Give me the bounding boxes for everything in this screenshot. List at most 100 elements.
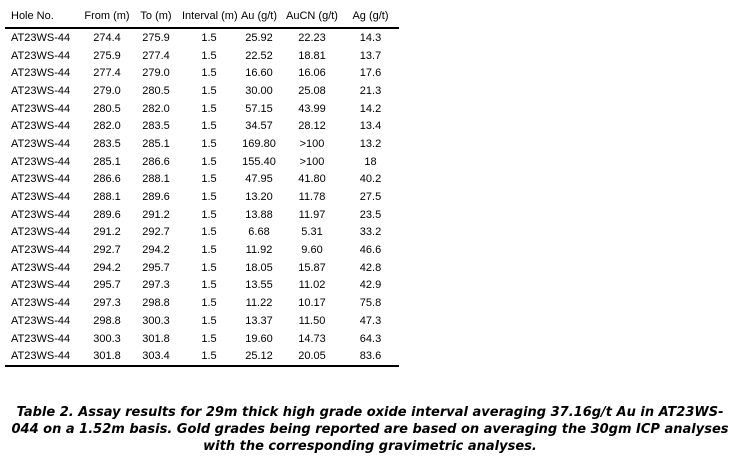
table-row: AT23WS-44 297.3 298.8 1.5 11.22 10.17 75.8: [5, 294, 399, 312]
table-cell: 288.1: [93, 191, 121, 204]
table-cell: AT23WS-44: [11, 173, 71, 186]
table-cell: 57.15: [245, 102, 273, 115]
header-row: Hole No. From (m) To (m) Interval (m) Au (g/…: [5, 2, 399, 29]
table-cell: 1.5: [201, 120, 217, 133]
table-cell: >100: [299, 155, 325, 168]
table-cell: 18.05: [245, 261, 273, 274]
table-cell: 27.5: [359, 191, 382, 204]
table-cell: 301.8: [142, 332, 170, 345]
table-cell: AT23WS-44: [11, 84, 71, 97]
table-cell: 1.5: [201, 314, 217, 327]
assay-table: Hole No. From (m) To (m) Interval (m) Au (g/…: [5, 2, 399, 368]
table-cell: 282.0: [93, 120, 121, 133]
caption-line-2: 044 on a 1.52m basis. Gold grades being …: [11, 422, 729, 437]
table-cell: 280.5: [142, 84, 170, 97]
table-row: AT23WS-44 282.0 283.5 1.5 34.57 28.12 13.4: [5, 117, 399, 135]
table-cell: 1.5: [201, 261, 217, 274]
table-cell: 18.81: [298, 49, 326, 62]
table-cell: 18: [364, 155, 377, 168]
table-cell: 285.1: [142, 137, 170, 150]
table-cell: 300.3: [93, 332, 121, 345]
table-row: AT23WS-44 298.8 300.3 1.5 13.37 11.50 47.3: [5, 312, 399, 330]
table-cell: 25.92: [245, 31, 273, 44]
table-cell: 277.4: [93, 67, 121, 80]
table-cell: AT23WS-44: [11, 261, 71, 274]
table-cell: 283.5: [93, 137, 121, 150]
column-header: Au (g/t): [236, 2, 282, 29]
table-cell: 5.31: [301, 226, 323, 239]
table-cell: AT23WS-44: [11, 67, 71, 80]
table-cell: 34.57: [245, 120, 273, 133]
table-cell: 13.4: [359, 120, 382, 133]
table-cell: AT23WS-44: [11, 102, 71, 115]
table-row: AT23WS-44 277.4 279.0 1.5 16.60 16.06 17.6: [5, 64, 399, 82]
table-row: AT23WS-44 279.0 280.5 1.5 30.00 25.08 21.3: [5, 82, 399, 100]
table-row: AT23WS-44 288.1 289.6 1.5 13.20 11.78 27.5: [5, 188, 399, 206]
table-cell: 288.1: [142, 173, 170, 186]
table-cell: 42.8: [359, 261, 382, 274]
table-cell: AT23WS-44: [11, 314, 71, 327]
table-cell: 1.5: [201, 102, 217, 115]
table-cell: 23.5: [359, 208, 382, 221]
table-cell: 1.5: [201, 84, 217, 97]
table-cell: 274.4: [93, 31, 121, 44]
table-cell: 295.7: [93, 279, 121, 292]
table-cell: AT23WS-44: [11, 279, 71, 292]
table-cell: AT23WS-44: [11, 120, 71, 133]
table-cell: AT23WS-44: [11, 226, 71, 239]
table-cell: 294.2: [93, 261, 121, 274]
table-cell: 1.5: [201, 31, 217, 44]
table-cell: 17.6: [359, 67, 382, 80]
table-cell: 298.8: [93, 314, 121, 327]
column-header: From (m): [84, 2, 130, 29]
table-cell: 1.5: [201, 137, 217, 150]
table-cell: 13.7: [359, 49, 382, 62]
table-row: AT23WS-44 280.5 282.0 1.5 57.15 43.99 14.2: [5, 100, 399, 118]
table-cell: 289.6: [93, 208, 121, 221]
table-cell: 14.73: [298, 332, 326, 345]
table-cell: 15.87: [298, 261, 326, 274]
table-cell: 292.7: [93, 244, 121, 257]
table-cell: 47.3: [359, 314, 382, 327]
table-cell: 279.0: [93, 84, 121, 97]
table-row: AT23WS-44 286.6 288.1 1.5 47.95 41.80 40.2: [5, 171, 399, 189]
table-cell: 41.80: [298, 173, 326, 186]
table-cell: AT23WS-44: [11, 137, 71, 150]
table-cell: 64.3: [359, 332, 382, 345]
table-cell: 16.60: [245, 67, 273, 80]
table-cell: 295.7: [142, 261, 170, 274]
table-cell: 47.95: [245, 173, 273, 186]
table-cell: 11.02: [298, 279, 326, 292]
table-row: AT23WS-44 295.7 297.3 1.5 13.55 11.02 42.9: [5, 277, 399, 295]
table-cell: AT23WS-44: [5, 347, 84, 368]
table-cell: 277.4: [142, 49, 170, 62]
caption-line-1: Table 2. Assay results for 29m thick hig…: [16, 405, 724, 420]
table-row: AT23WS-44 292.7 294.2 1.5 11.92 9.60 46.6: [5, 241, 399, 259]
table-row: AT23WS-44 285.1 286.6 1.5 155.40 >100 18: [5, 153, 399, 171]
table-cell: 1.5: [201, 49, 217, 62]
table-cell: 83.6: [342, 347, 399, 368]
table-row: AT23WS-44 283.5 285.1 1.5 169.80 >100 13.2: [5, 135, 399, 153]
table-cell: 1.5: [201, 332, 217, 345]
table-row: AT23WS-44 301.8 303.4 1.5 25.12 20.05 83.6: [5, 347, 399, 368]
table-cell: 286.6: [142, 155, 170, 168]
table-cell: AT23WS-44: [11, 191, 71, 204]
table-cell: 11.92: [245, 244, 273, 257]
table-cell: 280.5: [93, 102, 121, 115]
table-cell: 301.8: [84, 347, 130, 368]
table-cell: 14.2: [359, 102, 382, 115]
table-cell: 292.7: [142, 226, 170, 239]
column-header: Ag (g/t): [342, 2, 399, 29]
table-cell: 11.22: [245, 297, 273, 310]
table-cell: 11.50: [298, 314, 326, 327]
table-cell: 279.0: [142, 67, 170, 80]
table-caption: Table 2. Assay results for 29m thick hig…: [0, 404, 740, 455]
table-cell: 6.68: [248, 226, 270, 239]
table-cell: 13.2: [359, 137, 382, 150]
table-cell: AT23WS-44: [11, 297, 71, 310]
table-cell: 28.12: [298, 120, 326, 133]
caption-line-3: with the corresponding gravimetric analy…: [203, 439, 537, 454]
table-cell: 22.52: [245, 49, 273, 62]
table-cell: 11.78: [298, 191, 326, 204]
